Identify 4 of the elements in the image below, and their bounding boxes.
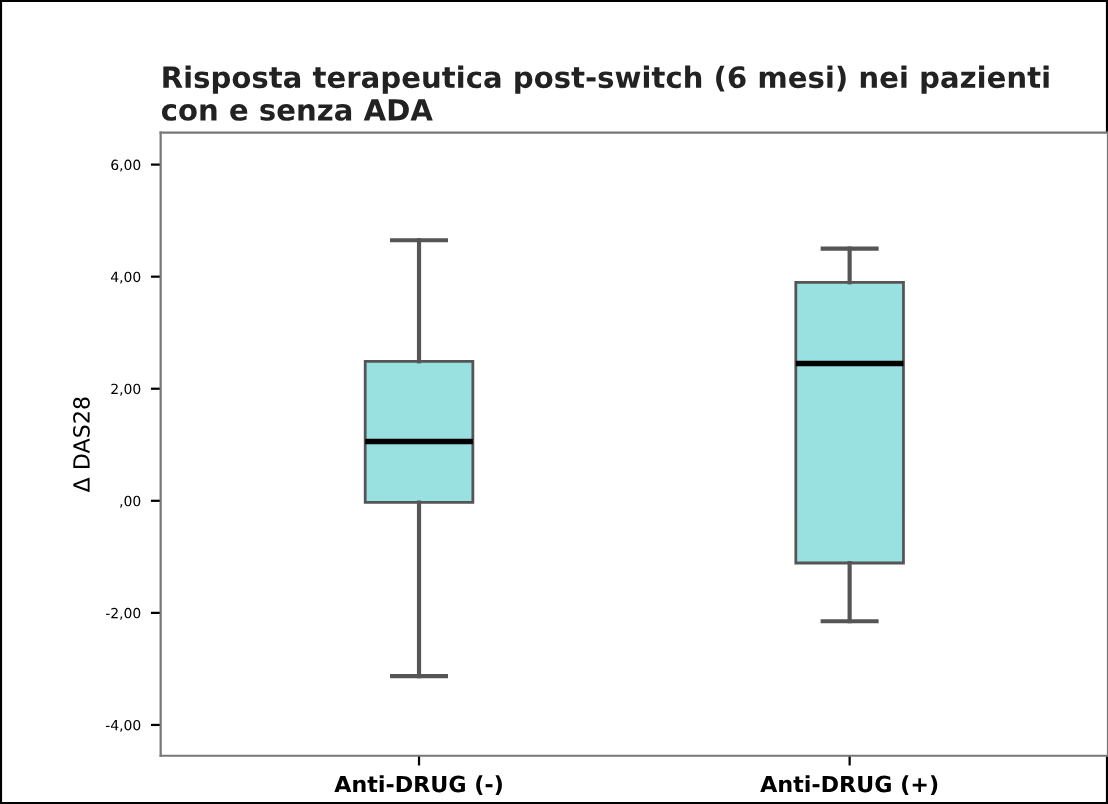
x-tick-label: Anti-DRUG (-) — [334, 775, 502, 796]
chart-title: Risposta terapeutica post-switch (6 mesi) nei pazienti con e senza ADA — [161, 65, 1049, 121]
y-axis-title: Δ DAS28 — [73, 397, 90, 493]
x-tick-label: Anti-DRUG (+) — [760, 775, 938, 796]
